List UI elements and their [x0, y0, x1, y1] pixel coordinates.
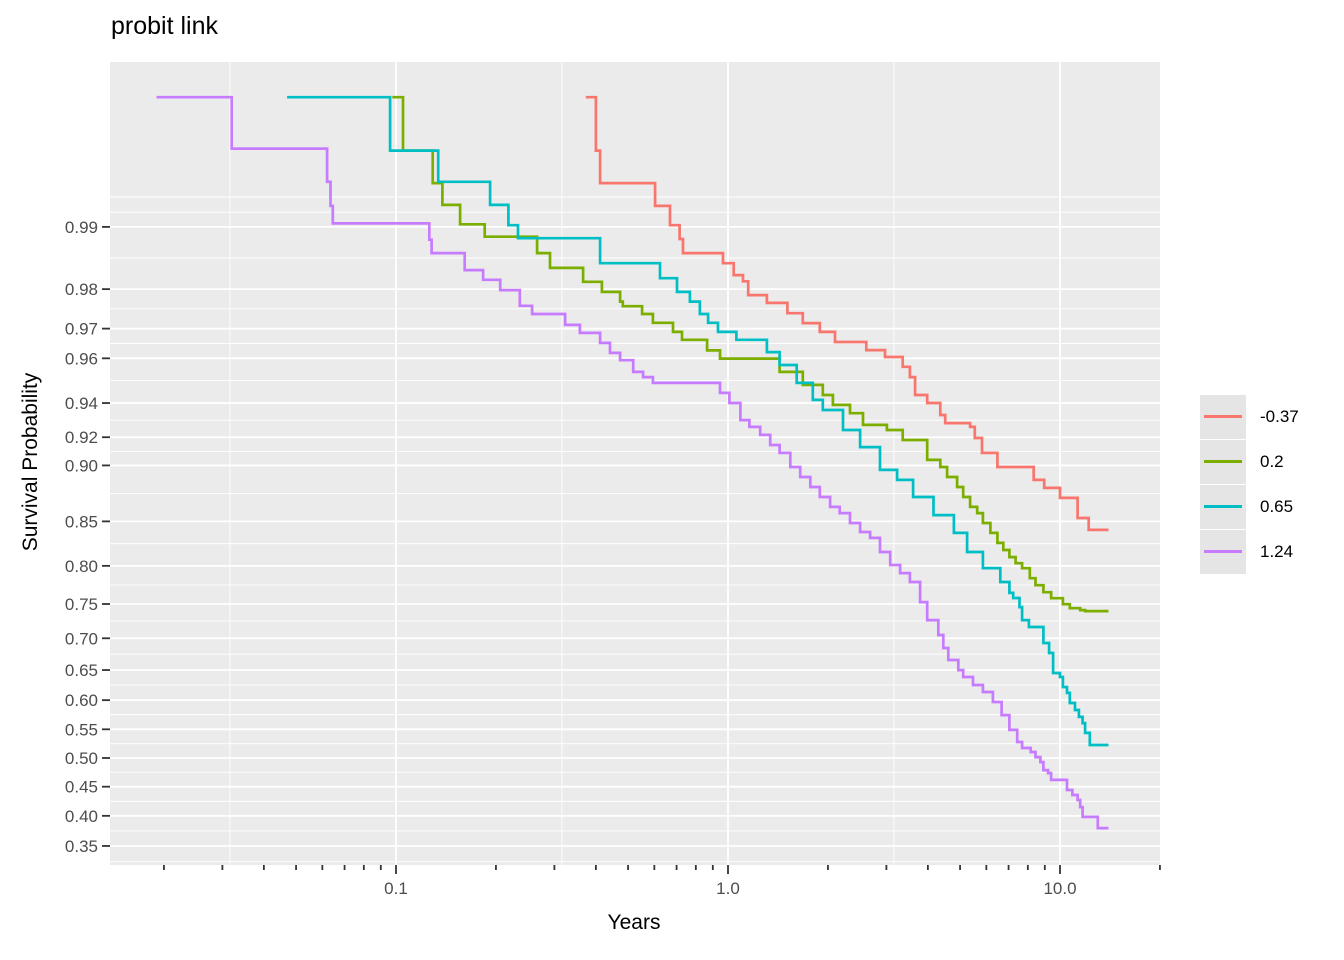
y-tick-label: 0.98 — [65, 280, 98, 299]
panel-background — [110, 62, 1160, 865]
y-tick-label: 0.45 — [65, 778, 98, 797]
y-tick-label: 0.75 — [65, 595, 98, 614]
legend-item-label: 0.65 — [1260, 496, 1294, 516]
x-tick-label: 10.0 — [1043, 879, 1076, 898]
y-tick-label: 0.90 — [65, 456, 98, 475]
y-tick-label: 0.40 — [65, 807, 98, 826]
y-tick-label: 0.55 — [65, 720, 98, 739]
legend-key — [1200, 394, 1246, 439]
legend-item: -0.37 — [1200, 394, 1299, 439]
legend-key-line-icon — [1204, 505, 1242, 508]
tick-labels: 0.1 1.0 10.0 0.99 0.98 0.97 0.96 0.94 0.92 0.90 0.… — [65, 218, 1077, 898]
legend-item-label: 1.24 — [1260, 541, 1294, 561]
x-tick-label: 1.0 — [716, 879, 740, 898]
y-tick-label: 0.50 — [65, 749, 98, 768]
y-tick-label: 0.94 — [65, 394, 98, 413]
x-tick-label: 0.1 — [384, 879, 408, 898]
series-line-0.2 — [392, 95, 1109, 613]
legend-item: 0.2 — [1200, 439, 1299, 484]
series-line-1.24 — [156, 95, 1109, 830]
gridlines — [110, 62, 1160, 865]
legend-key-line-icon — [1204, 460, 1242, 463]
legend-item: 1.24 — [1200, 529, 1299, 574]
y-tick-label: 0.99 — [65, 218, 98, 237]
y-tick-label: 0.35 — [65, 837, 98, 856]
x-axis-title: Years — [607, 911, 661, 934]
series-line--0.37 — [585, 95, 1109, 532]
legend-item: 0.65 — [1200, 484, 1299, 529]
plot-title: probit link — [111, 12, 218, 40]
legend-item-label: 0.2 — [1260, 451, 1284, 471]
y-tick-label: 0.80 — [65, 557, 98, 576]
series-line-0.65 — [287, 95, 1109, 747]
y-tick-label: 0.70 — [65, 629, 98, 648]
y-axis-title: Survival Probability — [19, 372, 42, 552]
legend-key — [1200, 529, 1246, 574]
legend-key-line-icon — [1204, 550, 1242, 553]
y-tick-label: 0.60 — [65, 691, 98, 710]
legend-key-line-icon — [1204, 415, 1242, 418]
y-tick-label: 0.97 — [65, 320, 98, 339]
y-tick-label: 0.96 — [65, 349, 98, 368]
axis-ticks — [102, 225, 1161, 874]
y-tick-label: 0.92 — [65, 428, 98, 447]
series-group — [156, 95, 1109, 830]
legend-item-label: -0.37 — [1260, 406, 1299, 426]
legend-key — [1200, 439, 1246, 484]
legend: -0.37 0.2 0.65 1.24 — [1200, 394, 1299, 574]
legend-key — [1200, 484, 1246, 529]
y-tick-label: 0.65 — [65, 661, 98, 680]
y-tick-label: 0.85 — [65, 512, 98, 531]
